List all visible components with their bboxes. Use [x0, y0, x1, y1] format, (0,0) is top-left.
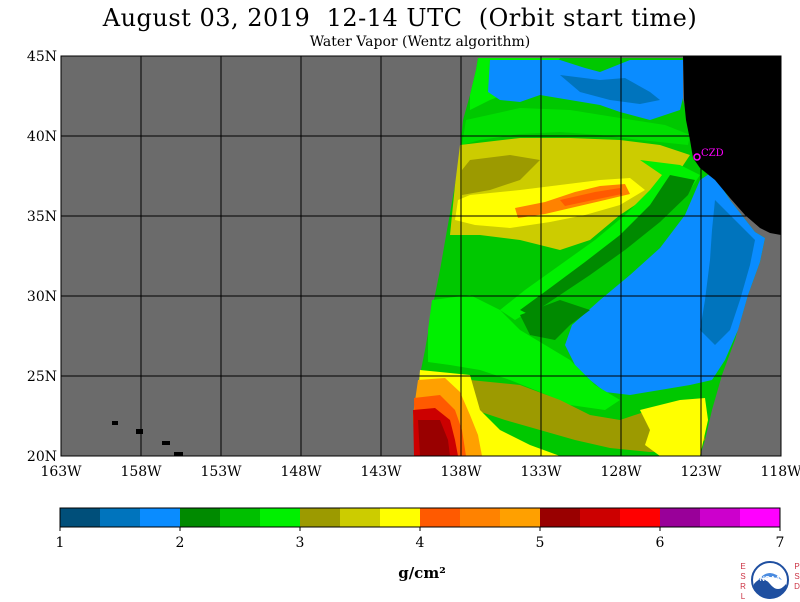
lat-label: 40N — [27, 129, 57, 145]
colorbar-tick-label: 5 — [536, 535, 545, 551]
colorbar-segment — [140, 508, 180, 527]
esrl-letter: R — [740, 582, 746, 591]
longitude-labels: 163W 158W 153W 148W 143W 138W 133W 128W 123W 118W — [40, 464, 800, 480]
colorbar-segment — [700, 508, 740, 527]
lat-label: 30N — [27, 289, 57, 305]
colorbar-tick-label: 1 — [56, 535, 65, 551]
island-oahu — [136, 429, 143, 434]
colorbar-segment — [620, 508, 660, 527]
colorbar-segment — [180, 508, 220, 527]
psd-letters: P S D — [792, 562, 800, 592]
colorbar-tick-label: 2 — [176, 535, 185, 551]
swath-band-orange-core — [560, 188, 622, 206]
swath-band-darkgreen-diagonal — [520, 175, 695, 315]
colorbar-segment — [340, 508, 380, 527]
station-czd-label: CZD — [701, 148, 724, 159]
colorbar-tick-label: 7 — [776, 535, 785, 551]
colorbar-tick-label: 4 — [416, 535, 425, 551]
lat-label: 20N — [27, 449, 57, 465]
lat-label: 45N — [27, 49, 57, 65]
colorbar-tick-labels: 1 2 3 4 5 6 7 — [56, 535, 785, 551]
esrl-letter: E — [740, 562, 746, 571]
lon-label: 133W — [520, 464, 562, 480]
swath-band-green-south — [428, 295, 620, 410]
colorbar-segment — [660, 508, 700, 527]
colorbar-segment — [380, 508, 420, 527]
swath-band-darkblue-north — [560, 75, 660, 104]
psd-letter: P — [794, 562, 800, 571]
lon-label: 143W — [360, 464, 402, 480]
swath-band-yellow-southeast — [640, 398, 708, 456]
chart-title: August 03, 2019 12-14 UTC (Orbit start t… — [102, 4, 698, 32]
lon-label: 123W — [680, 464, 722, 480]
esrl-letter: L — [740, 592, 746, 601]
colorbar-segment — [100, 508, 140, 527]
swath-band-darkgreen-south — [520, 300, 590, 340]
colorbar-segment — [500, 508, 540, 527]
lon-label: 128W — [600, 464, 642, 480]
chart-subtitle: Water Vapor (Wentz algorithm) — [309, 34, 531, 50]
colorbar-unit-label: g/cm² — [398, 564, 446, 582]
colorbar-segment — [420, 508, 460, 527]
colorbar-segment — [300, 508, 340, 527]
colorbar-tick-label: 6 — [656, 535, 665, 551]
island-maui — [162, 441, 170, 445]
satellite-swath — [413, 58, 765, 456]
island-kauai — [112, 421, 118, 425]
land-hawaii — [112, 421, 183, 456]
lon-label: 158W — [120, 464, 162, 480]
esrl-letter: S — [740, 572, 746, 581]
swath-band-maroon-southwest — [418, 420, 450, 456]
colorbar-segment — [460, 508, 500, 527]
colorbar — [59, 507, 781, 531]
latitude-labels: 45N 40N 35N 30N 25N 20N — [27, 49, 57, 465]
colorbar-tick-label: 3 — [296, 535, 305, 551]
lon-label: 138W — [440, 464, 482, 480]
colorbar-segment — [220, 508, 260, 527]
noaa-logo: NOAA — [751, 561, 789, 599]
colorbar-segment — [60, 508, 100, 527]
lon-label: 118W — [760, 464, 800, 480]
lat-label: 25N — [27, 369, 57, 385]
noaa-logo-wave — [754, 579, 786, 598]
station-czd-dot — [693, 153, 701, 161]
swath-band-green-diagonal — [500, 160, 700, 320]
psd-letter: D — [794, 582, 800, 591]
noaa-logo-text: NOAA — [760, 576, 781, 583]
lat-lon-grid — [61, 56, 781, 456]
colorbar-segment — [740, 508, 780, 527]
colorbar-segment — [580, 508, 620, 527]
map-frame — [60, 55, 782, 457]
psd-letter: S — [794, 572, 800, 581]
swath-band-olive-south — [470, 380, 705, 452]
lon-label: 148W — [280, 464, 322, 480]
noaa-logo-bird — [758, 573, 782, 580]
lon-label: 163W — [40, 464, 82, 480]
colorbar-segment — [260, 508, 300, 527]
island-hawaii — [174, 452, 183, 456]
esrl-letters: E S R L — [738, 562, 748, 602]
land-north-america — [683, 56, 781, 235]
colorbar-segment — [540, 508, 580, 527]
lat-label: 35N — [27, 209, 57, 225]
station-marker-czd: CZD — [693, 148, 724, 161]
lon-label: 153W — [200, 464, 242, 480]
swath-band-olive-central — [462, 155, 540, 195]
swath-band-darkblue-coastal — [700, 200, 755, 345]
